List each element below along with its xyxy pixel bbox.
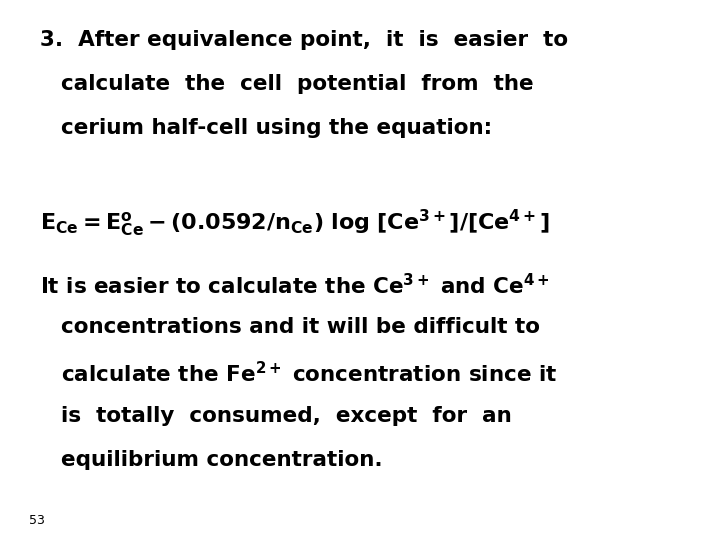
- Text: 53: 53: [29, 514, 45, 526]
- Text: concentrations and it will be difficult to: concentrations and it will be difficult …: [61, 317, 540, 337]
- Text: It is easier to calculate the Ce$\mathbf{^{3+}}$ and Ce$\mathbf{^{4+}}$: It is easier to calculate the Ce$\mathbf…: [40, 273, 549, 298]
- Text: calculate the Fe$\mathbf{^{2+}}$ concentration since it: calculate the Fe$\mathbf{^{2+}}$ concent…: [61, 361, 558, 387]
- Text: calculate  the  cell  potential  from  the: calculate the cell potential from the: [61, 74, 534, 94]
- Text: 3.  After equivalence point,  it  is  easier  to: 3. After equivalence point, it is easier…: [40, 30, 568, 50]
- Text: equilibrium concentration.: equilibrium concentration.: [61, 450, 383, 470]
- Text: cerium half-cell using the equation:: cerium half-cell using the equation:: [61, 118, 492, 138]
- Text: is  totally  consumed,  except  for  an: is totally consumed, except for an: [61, 406, 512, 426]
- Text: $\mathbf{E_{Ce} = E_{Ce}^{o} - (0.0592/n_{Ce})\ log\ [Ce^{3+}]/[Ce^{4+}]}$: $\mathbf{E_{Ce} = E_{Ce}^{o} - (0.0592/n…: [40, 208, 549, 239]
